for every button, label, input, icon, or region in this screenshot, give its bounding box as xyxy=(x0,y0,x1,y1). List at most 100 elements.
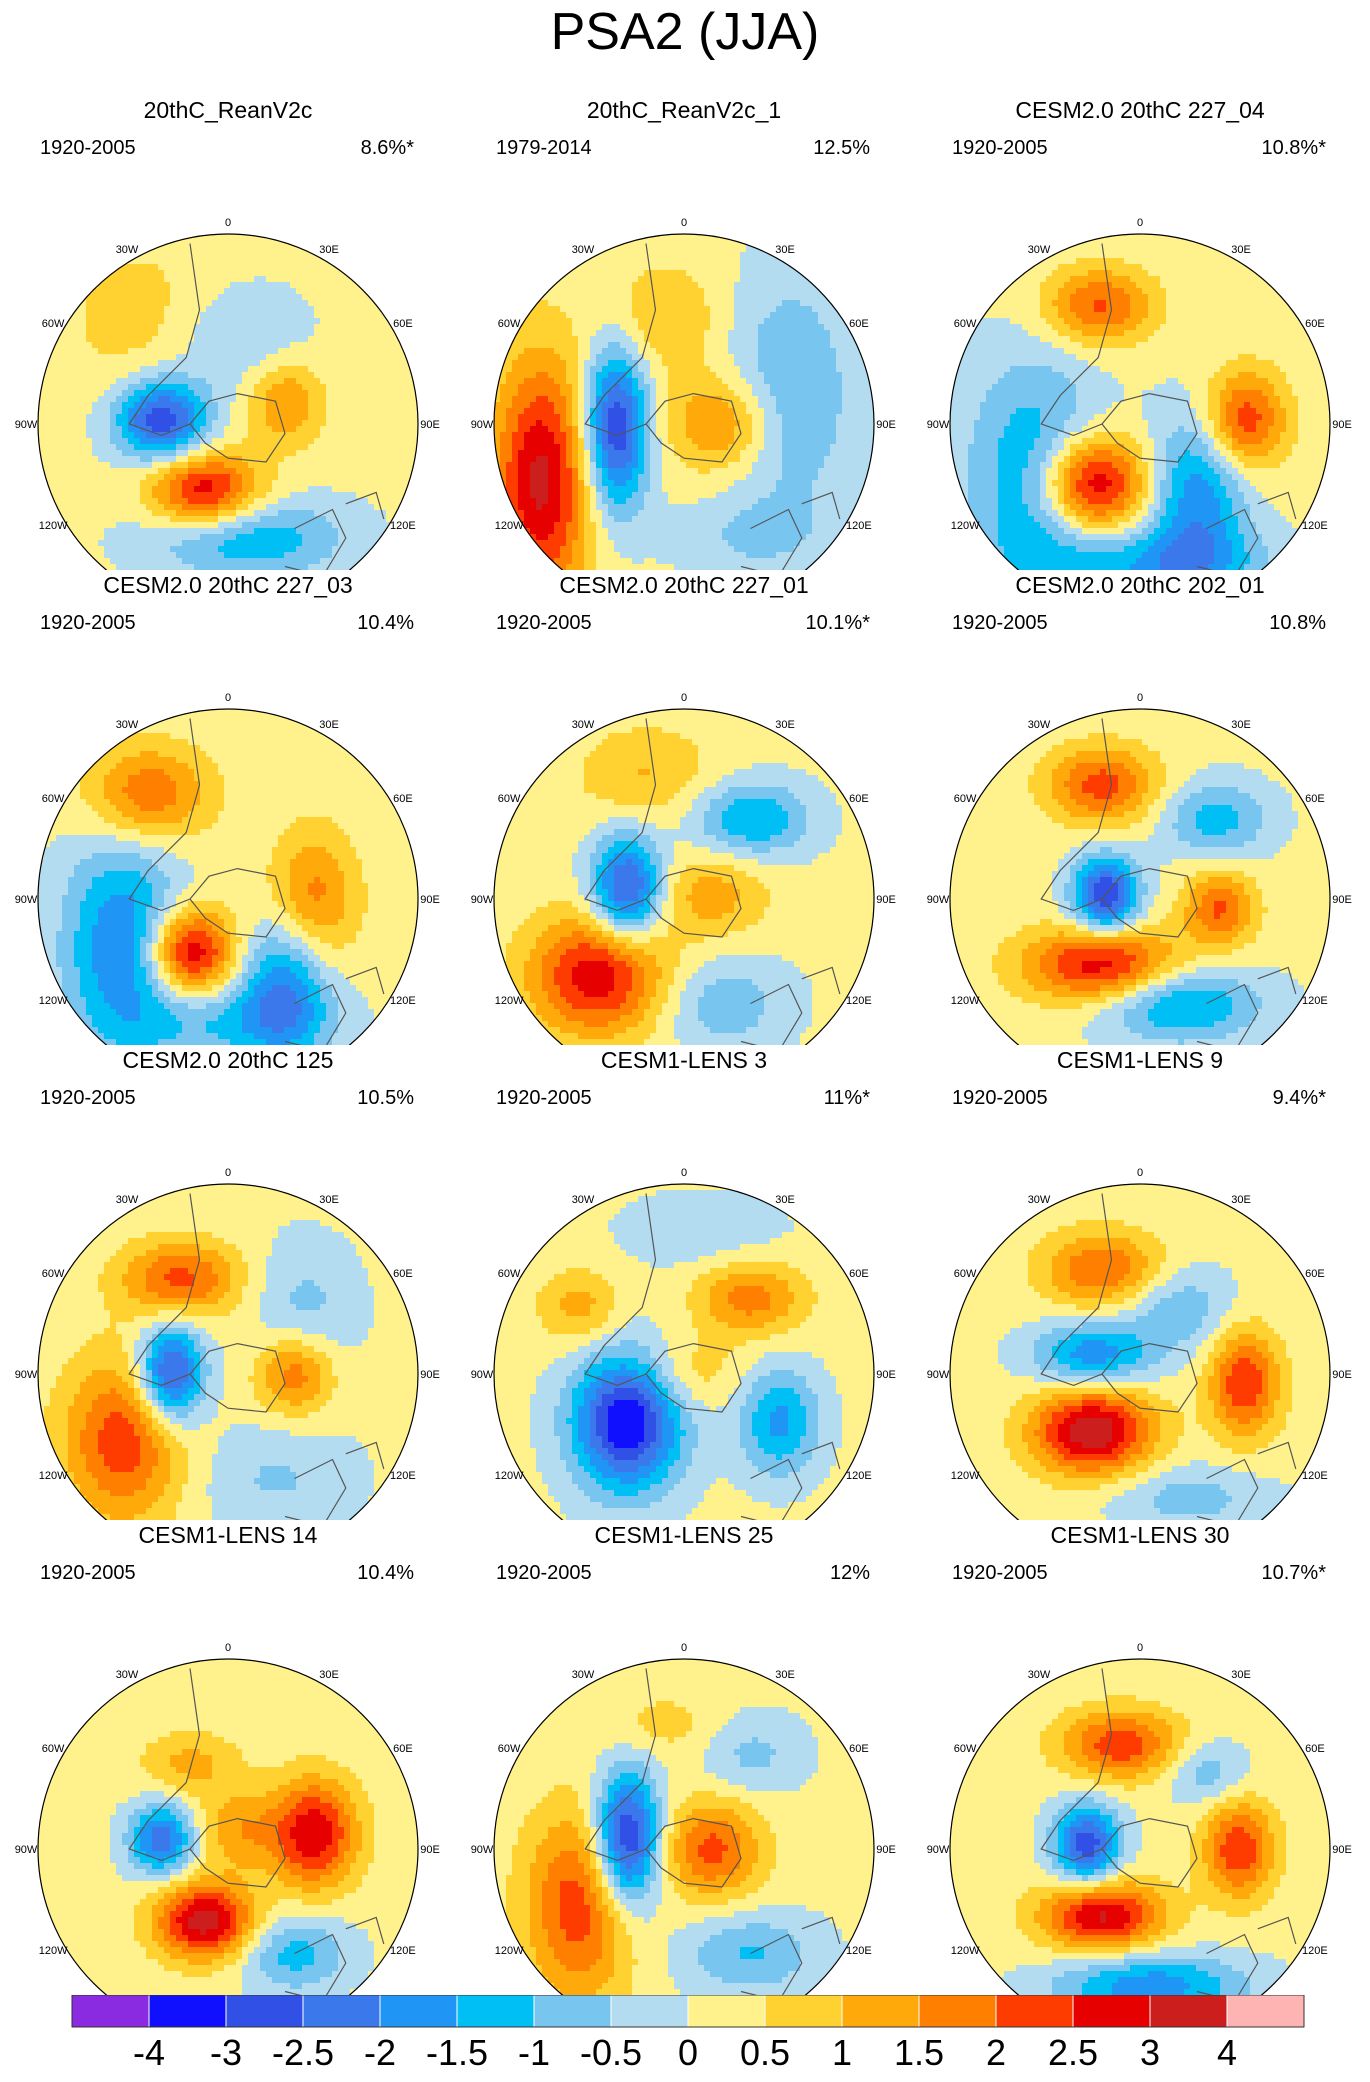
panel-title: CESM2.0 20thC 227_01 xyxy=(456,572,912,599)
map-boundary xyxy=(37,708,419,1045)
coastline xyxy=(284,1933,347,1995)
longitude-label: 120W xyxy=(495,995,524,1007)
longitude-label: 0 xyxy=(681,217,687,229)
antarctica-coastline xyxy=(1040,1193,1198,1413)
colorbar-tick-label: 4 xyxy=(1217,2032,1237,2073)
longitude-label: 60W xyxy=(42,318,65,330)
colorbar-tick-label: -2.5 xyxy=(272,2032,334,2073)
map-panel: 030E60E90E120E150E180150W120W90W60W30WCE… xyxy=(456,570,912,1045)
colorbar-tick-label: 3 xyxy=(1140,2032,1160,2073)
panel-variance: 12.5% xyxy=(813,137,870,160)
antarctica-coastline xyxy=(584,1668,742,1888)
contour-field xyxy=(494,234,874,570)
longitude-label: 30E xyxy=(319,719,339,731)
colorbar-tick-label: -1 xyxy=(518,2032,550,2073)
polar-map: 030E60E90E120E150E180150W120W90W60W30W xyxy=(927,1642,1352,1995)
longitude-label: 60E xyxy=(1305,1268,1325,1280)
map-boundary xyxy=(493,1658,875,1995)
longitude-label: 30W xyxy=(1028,719,1051,731)
panel-period: 1920-2005 xyxy=(952,1087,1048,1110)
panel-title: CESM1-LENS 30 xyxy=(912,1522,1368,1549)
longitude-label: 30E xyxy=(319,244,339,256)
coastline xyxy=(1196,1933,1259,1995)
longitude-label: 60W xyxy=(954,1268,977,1280)
longitude-label: 0 xyxy=(225,1167,231,1179)
polar-map: 030E60E90E120E150E180150W120W90W60W30W xyxy=(15,1167,440,1520)
panel-title: CESM2.0 20thC 227_03 xyxy=(0,572,456,599)
longitude-label: 120W xyxy=(495,1945,524,1957)
coastline xyxy=(284,983,347,1045)
longitude-label: 120W xyxy=(495,520,524,532)
longitude-label: 90E xyxy=(876,1844,896,1856)
colorbar-swatch xyxy=(225,1995,304,2028)
longitude-label: 0 xyxy=(681,1642,687,1654)
coastline xyxy=(1257,491,1297,520)
colorbar-tick-label: 1.5 xyxy=(894,2032,944,2073)
panel-title: CESM2.0 20thC 202_01 xyxy=(912,572,1368,599)
contour-field xyxy=(950,1659,1330,1995)
colorbar: -4 -3 -2.5 -2 -1.5 -1 -0.5 0 0.5 1 1.5 2 2.5 3 4 xyxy=(71,1995,1305,2073)
panel-title: CESM1-LENS 25 xyxy=(456,1522,912,1549)
map-panel: 030E60E90E120E150E180150W120W90W60W30W CE… xyxy=(912,570,1368,1045)
map-panel: 030E60E90E120E150E180150W120W90W60W30WCE… xyxy=(0,570,456,1045)
panel-period: 1920-2005 xyxy=(496,1562,592,1585)
map-panel: 030E60E90E120E150E180150W120W90W60W30WCE… xyxy=(456,1520,912,1995)
antarctica-coastline xyxy=(584,1193,742,1413)
longitude-label: 0 xyxy=(681,1167,687,1179)
polar-map: 030E60E90E120E150E180150W120W90W60W30W xyxy=(927,692,1352,1045)
map-boundary xyxy=(949,708,1331,1045)
longitude-label: 90E xyxy=(876,894,896,906)
polar-map: 030E60E90E120E150E180150W120W90W60W30W xyxy=(471,217,896,570)
coastline xyxy=(345,966,385,995)
longitude-label: 60E xyxy=(849,1743,869,1755)
antarctica-coastline xyxy=(584,718,742,938)
longitude-label: 0 xyxy=(1137,692,1143,704)
longitude-label: 30W xyxy=(1028,244,1051,256)
contour-field xyxy=(38,1184,418,1520)
coastline xyxy=(345,1916,385,1945)
longitude-label: 30W xyxy=(116,244,139,256)
longitude-label: 90W xyxy=(471,894,494,906)
panel-title: 20thC_ReanV2c_1 xyxy=(456,97,912,124)
longitude-label: 90E xyxy=(420,894,440,906)
longitude-label: 60W xyxy=(42,793,65,805)
longitude-label: 120E xyxy=(846,520,872,532)
longitude-label: 0 xyxy=(1137,217,1143,229)
colorbar-tick-label: -1.5 xyxy=(426,2032,488,2073)
coastline xyxy=(801,1441,841,1470)
colorbar-swatch xyxy=(764,1995,843,2028)
longitude-label: 30E xyxy=(319,1669,339,1681)
longitude-label: 90W xyxy=(15,419,38,431)
coastline xyxy=(1196,1458,1259,1520)
panel-period: 1920-2005 xyxy=(496,1087,592,1110)
contour-field xyxy=(494,1184,874,1520)
coastline xyxy=(801,491,841,520)
polar-map: 030E60E90E120E150E180150W120W90W60W30W xyxy=(927,1167,1352,1520)
colorbar-swatch xyxy=(379,1995,458,2028)
longitude-label: 30W xyxy=(1028,1194,1051,1206)
panel-period: 1920-2005 xyxy=(952,137,1048,160)
polar-map: 030E60E90E120E150E180150W120W90W60W30W xyxy=(471,1642,896,1995)
coastline xyxy=(345,1441,385,1470)
coastline xyxy=(740,508,803,570)
longitude-label: 90W xyxy=(15,1844,38,1856)
longitude-label: 30E xyxy=(775,719,795,731)
longitude-label: 60E xyxy=(393,1743,413,1755)
colorbar-swatch xyxy=(456,1995,535,2028)
colorbar-swatch xyxy=(1226,1995,1305,2028)
map-boundary xyxy=(37,1658,419,1995)
map-panel: 030E60E90E120E150E180150W120W90W60W30WCE… xyxy=(912,95,1368,570)
panel-title: CESM2.0 20thC 227_04 xyxy=(912,97,1368,124)
antarctica-coastline xyxy=(128,1668,286,1888)
longitude-label: 30E xyxy=(775,1669,795,1681)
panel-title: 20thC_ReanV2c xyxy=(0,97,456,124)
coastline xyxy=(801,1916,841,1945)
contour-field xyxy=(38,1659,418,1995)
longitude-label: 90W xyxy=(471,419,494,431)
map-panel: 030E60E90E120E150E180150W120W90W60W30W20… xyxy=(456,95,912,570)
panel-variance: 10.1%* xyxy=(806,612,871,635)
polar-map: 030E60E90E120E150E180150W120W90W60W30W xyxy=(471,1167,896,1520)
coastline xyxy=(801,966,841,995)
map-boundary xyxy=(949,1658,1331,1995)
longitude-label: 120E xyxy=(1302,520,1328,532)
